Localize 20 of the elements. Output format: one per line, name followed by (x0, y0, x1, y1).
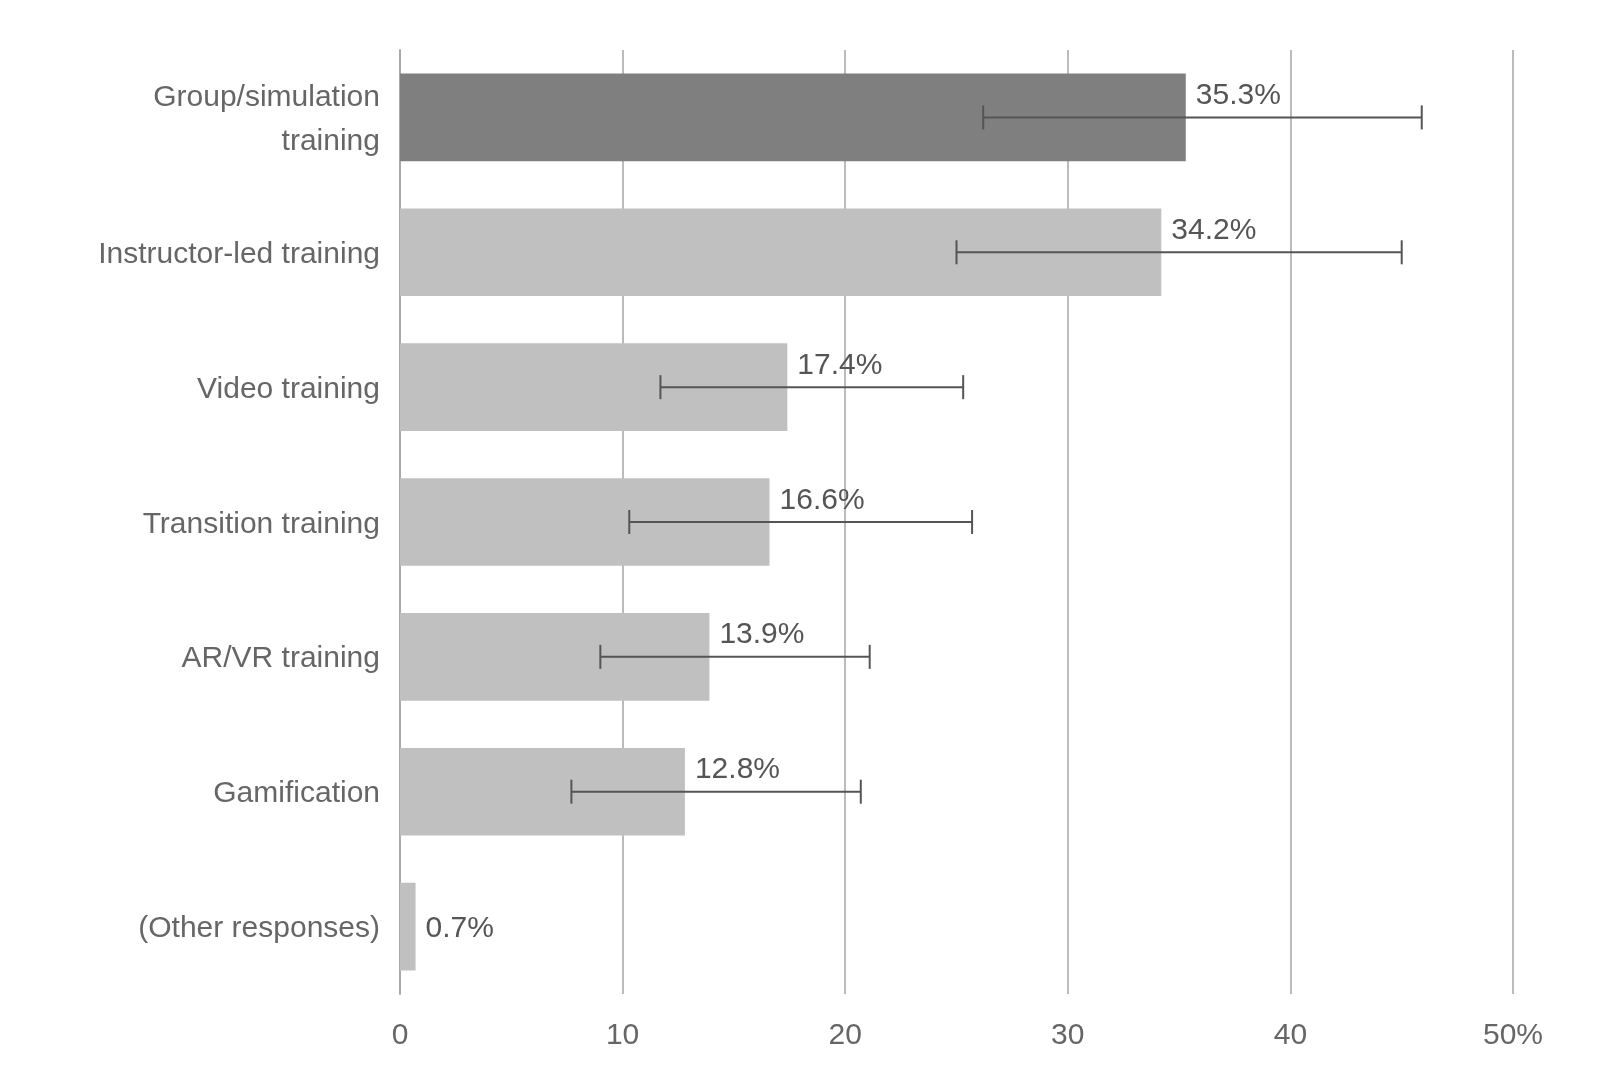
x-tick-label: 40 (1273, 1016, 1308, 1050)
x-tick-label: 30 (1051, 1016, 1085, 1050)
x-tick-label: 50% (1482, 1016, 1544, 1050)
data-label: 0.7% (425, 910, 494, 944)
x-tick-label: 20 (828, 1016, 862, 1050)
data-label: 34.2% (1171, 211, 1257, 245)
data-label: 16.6% (779, 481, 865, 515)
data-label: 17.4% (797, 346, 883, 380)
y-tick-label: Transition training (142, 505, 380, 539)
y-tick-label: Gamification (213, 775, 380, 809)
y-tick-label: AR/VR training (181, 640, 380, 674)
x-tick-label: 0 (391, 1016, 409, 1050)
y-tick-label: Video training (197, 370, 380, 404)
y-tick-label: Instructor-led training (98, 235, 380, 269)
y-tick-label: Group/simulation training (153, 78, 380, 156)
x-tick-label: 10 (605, 1016, 640, 1050)
data-label: 35.3% (1195, 76, 1281, 110)
data-label: 12.8% (694, 751, 781, 785)
y-tick-label: (Other responses) (138, 910, 380, 944)
data-label: 13.9% (719, 616, 805, 650)
